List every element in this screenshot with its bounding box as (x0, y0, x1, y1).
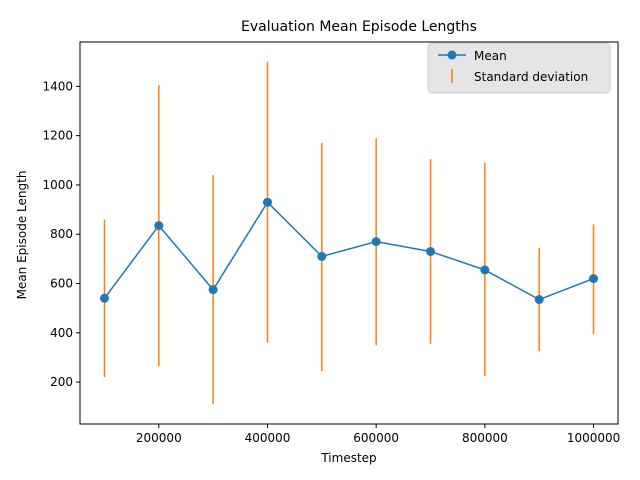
mean-point (480, 265, 490, 275)
legend-std-label: Standard deviation (474, 70, 588, 84)
y-axis-title: Mean Episode Length (15, 171, 29, 300)
mean-point (371, 237, 381, 247)
x-tick-label: 600000 (353, 431, 399, 445)
y-tick-label: 600 (50, 277, 73, 291)
axes-frame (79, 41, 619, 425)
axes: 200000 400000 600000 800000 1000000 200 400 600… (42, 41, 620, 445)
mean-point (426, 246, 436, 256)
y-tick-label: 1000 (42, 178, 73, 192)
plot-area (99, 61, 599, 405)
y-tick-label: 200 (50, 375, 73, 389)
x-tick-label: 1000000 (567, 431, 620, 445)
mean-point (589, 274, 599, 284)
x-tick-label: 800000 (462, 431, 508, 445)
x-axis-title: Timestep (320, 451, 376, 465)
mean-point (317, 251, 327, 261)
mean-point (208, 285, 218, 295)
y-tick-label: 400 (50, 326, 73, 340)
mean-line (103, 200, 594, 301)
mean-point (262, 197, 272, 207)
legend-box (427, 42, 611, 94)
mean-point (534, 295, 544, 305)
mean-point (99, 293, 109, 303)
mean-point (154, 221, 164, 231)
chart-title: Evaluation Mean Episode Lengths (241, 19, 477, 35)
x-tick-label: 400000 (245, 431, 291, 445)
y-tick-label: 1400 (42, 79, 73, 93)
y-tick-label: 800 (50, 227, 73, 241)
legend-mean-label: Mean (474, 49, 507, 63)
x-tick-label: 200000 (136, 431, 182, 445)
y-tick-label: 1200 (42, 129, 73, 143)
legend-mean-marker (447, 50, 457, 60)
legend: Mean Standard deviation (427, 42, 611, 94)
